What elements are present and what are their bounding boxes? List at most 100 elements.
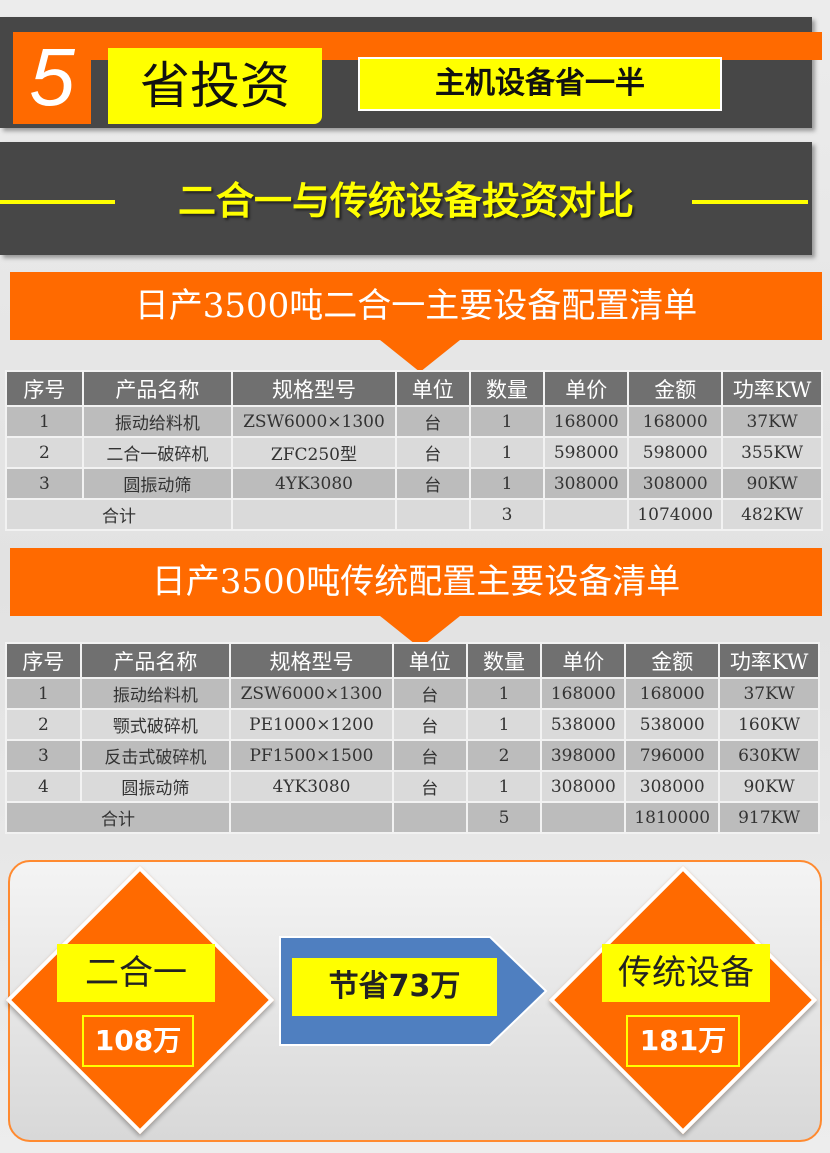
table-cell: 振动给料机 <box>81 405 234 438</box>
table1-arrow <box>380 340 460 372</box>
total-qty: 3 <box>468 498 546 531</box>
empty-cell <box>229 801 394 834</box>
header-row: 序号 产品名称 规格型号 单位 数量 单价 金额 功率KW <box>5 370 823 407</box>
column-header: 规格型号 <box>229 642 394 679</box>
table-cell: 台 <box>391 708 468 741</box>
total-power: 917KW <box>718 801 820 834</box>
table-cell: 台 <box>391 739 468 772</box>
empty-cell <box>391 801 468 834</box>
total-row: 合计 5 1810000 917KW <box>4 801 820 834</box>
table-cell: 振动给料机 <box>79 677 232 710</box>
total-label: 合计 <box>4 801 232 834</box>
table-cell: 538000 <box>540 708 627 741</box>
table-cell: 台 <box>391 677 468 710</box>
right-label: 传统设备 <box>602 944 770 1002</box>
table-cell: 台 <box>391 770 468 803</box>
section-number: 5 <box>13 32 91 124</box>
table-cell: 二合一破碎机 <box>81 436 234 469</box>
table-cell: 168000 <box>627 405 724 438</box>
table-cell: 160KW <box>718 708 820 741</box>
table-cell: 2 <box>5 436 84 469</box>
column-header: 单价 <box>543 370 630 407</box>
column-header: 数量 <box>468 370 546 407</box>
column-header: 单位 <box>391 642 468 679</box>
column-header: 单价 <box>540 642 627 679</box>
table-cell: 3 <box>5 739 82 772</box>
table-cell: 1 <box>465 708 543 741</box>
table-cell: 308000 <box>624 770 721 803</box>
table-cell: 598000 <box>543 436 630 469</box>
column-header: 金额 <box>627 370 724 407</box>
table-cell: 796000 <box>624 739 721 772</box>
table-cell: 1 <box>5 677 82 710</box>
column-header: 序号 <box>5 370 84 407</box>
table-cell: 90KW <box>718 770 820 803</box>
total-amount: 1074000 <box>627 498 724 531</box>
table-cell: 反击式破碎机 <box>79 739 232 772</box>
total-row: 合计 3 1074000 482KW <box>4 498 823 531</box>
table-cell: 1 <box>468 467 546 500</box>
table-cell: 圆振动筛 <box>81 467 234 500</box>
table-cell: 355KW <box>721 436 823 469</box>
section-title-panel: 二合一与传统设备投资对比 <box>0 142 812 255</box>
table-cell: 1 <box>5 405 84 438</box>
table-cell: 4YK3080 <box>231 467 397 500</box>
column-header: 产品名称 <box>79 642 232 679</box>
table2: 序号 产品名称 规格型号 单位 数量 单价 金额 功率KW 1 振动给料机 ZSW6000×1300… <box>4 642 820 834</box>
section-title: 二合一与传统设备投资对比 <box>177 179 634 223</box>
table-cell: 90KW <box>721 467 823 500</box>
empty-cell <box>231 498 397 531</box>
table-row: 1 振动给料机 ZSW6000×1300 台 1 168000 168000 37KW <box>5 677 820 710</box>
table-row: 2 二合一破碎机 ZFC250型台 1 598000 598000 355KW <box>5 436 823 469</box>
table-cell: 168000 <box>540 677 627 710</box>
column-header: 序号 <box>5 642 82 679</box>
table-cell: 630KW <box>718 739 820 772</box>
empty-cell <box>540 801 627 834</box>
empty-cell <box>394 498 471 531</box>
table2-banner: 日产3500吨传统配置主要设备清单 <box>10 548 822 616</box>
table-cell: 台 <box>394 405 471 438</box>
table-cell: 37KW <box>721 405 823 438</box>
column-header: 产品名称 <box>81 370 234 407</box>
column-header: 功率KW <box>718 642 820 679</box>
table-row: 3 反击式破碎机 PF1500×1500 台 2 398000 796000 630KW <box>5 739 820 772</box>
table-cell: 538000 <box>624 708 721 741</box>
table-row: 2 颚式破碎机 PE1000×1200 台 1 538000 538000 160KW <box>5 708 820 741</box>
header-subtitle: 主机设备省一半 <box>358 57 722 111</box>
savings-label: 节省73万 <box>292 958 497 1016</box>
table-cell: 1 <box>465 677 543 710</box>
total-amount: 1810000 <box>624 801 721 834</box>
total-power: 482KW <box>721 498 823 531</box>
column-header: 规格型号 <box>231 370 397 407</box>
table-cell: 308000 <box>543 467 630 500</box>
total-qty: 5 <box>465 801 543 834</box>
table-cell: 4 <box>5 770 82 803</box>
table-cell: 598000 <box>627 436 724 469</box>
table-cell: 1 <box>468 436 546 469</box>
table-cell: 308000 <box>540 770 627 803</box>
table-cell: 1 <box>468 405 546 438</box>
table-cell: ZSW6000×1300 <box>229 677 394 710</box>
table-row: 1 振动给料机 ZSW6000×1300 台 1 168000 168000 37KW <box>5 405 823 438</box>
table-cell: 台 <box>394 467 471 500</box>
header-title: 省投资 <box>108 48 322 124</box>
table1-banner: 日产3500吨二合一主要设备配置清单 <box>10 272 822 340</box>
table-cell: 颚式破碎机 <box>79 708 232 741</box>
left-value: 108万 <box>82 1015 194 1067</box>
table-cell: 308000 <box>627 467 724 500</box>
table-cell: 台 <box>394 436 471 469</box>
column-header: 单位 <box>394 370 471 407</box>
divider-line-left <box>0 200 115 204</box>
table-row: 3 圆振动筛 4YK3080 台 1 308000 308000 90KW <box>5 467 823 500</box>
table-cell: 2 <box>465 739 543 772</box>
right-value: 181万 <box>626 1015 740 1067</box>
column-header: 功率KW <box>721 370 823 407</box>
table1: 序号 产品名称 规格型号 单位 数量 单价 金额 功率KW 1 振动给料机 ZSW6000×1300… <box>4 370 823 531</box>
column-header: 数量 <box>465 642 543 679</box>
header-row: 序号 产品名称 规格型号 单位 数量 单价 金额 功率KW <box>5 642 820 679</box>
divider-line-right <box>692 200 808 204</box>
table-cell: 4YK3080 <box>229 770 394 803</box>
total-label: 合计 <box>4 498 234 531</box>
table-cell: ZFC250型 <box>231 436 397 469</box>
table-cell: PE1000×1200 <box>229 708 394 741</box>
